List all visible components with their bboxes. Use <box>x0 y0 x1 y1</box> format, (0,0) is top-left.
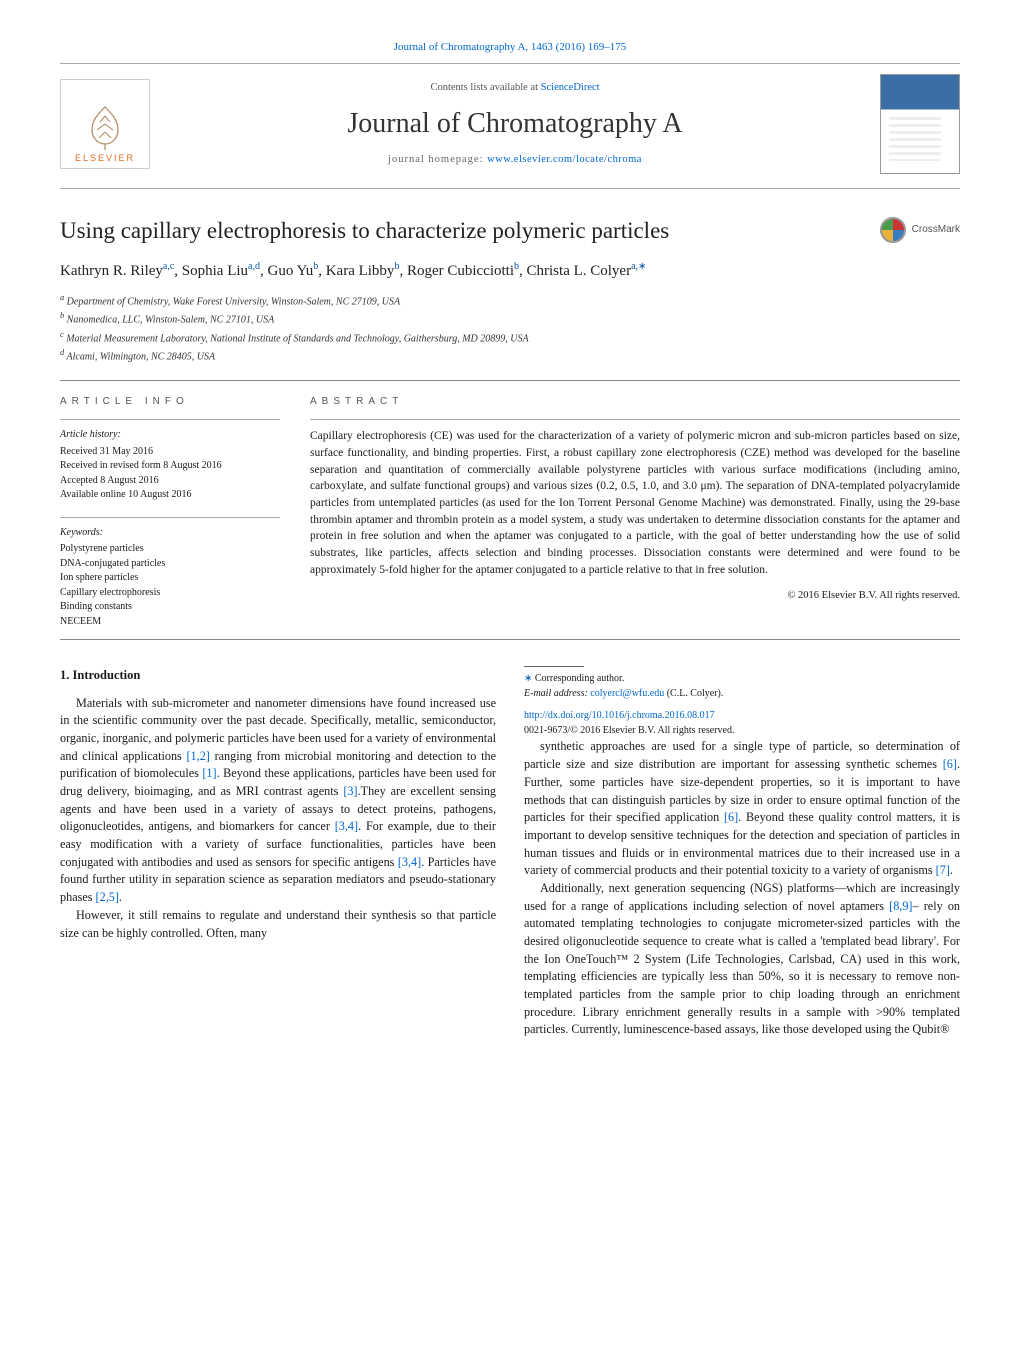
journal-cover-thumbnail <box>880 74 960 174</box>
footnote-block: ∗ Corresponding author. E-mail address: … <box>524 666 960 738</box>
email-name: (C.L. Colyer). <box>667 688 724 699</box>
abstract-heading: abstract <box>310 395 960 409</box>
elsevier-logo-text: ELSEVIER <box>75 152 135 165</box>
keyword: DNA-conjugated particles <box>60 557 280 572</box>
affiliation-d: d Alcami, Wilmington, NC 28405, USA <box>60 347 960 364</box>
body-paragraph: Materials with sub-micrometer and nanome… <box>60 695 496 907</box>
elsevier-tree-icon <box>80 102 130 152</box>
sciencedirect-link[interactable]: ScienceDirect <box>541 82 600 93</box>
contents-line: Contents lists available at ScienceDirec… <box>164 81 866 96</box>
author-list: Kathryn R. Rileya,c, Sophia Liua,d, Guo … <box>60 260 960 282</box>
header-center: Contents lists available at ScienceDirec… <box>164 81 866 168</box>
affiliation-b: b Nanomedica, LLC, Winston-Salem, NC 271… <box>60 310 960 327</box>
body-paragraph: Additionally, next generation sequencing… <box>524 880 960 1039</box>
corr-label: Corresponding author. <box>535 673 624 684</box>
rh-citation: , 1463 (2016) 169–175 <box>525 41 626 53</box>
keywords: Keywords: Polystyrene particles DNA-conj… <box>60 526 280 630</box>
paper-title: Using capillary electrophoresis to chara… <box>60 217 868 246</box>
doi-link[interactable]: http://dx.doi.org/10.1016/j.chroma.2016.… <box>524 710 715 721</box>
corresponding-author: ∗ Corresponding author. <box>524 672 960 687</box>
email-link[interactable]: colyercl@wfu.edu <box>590 688 664 699</box>
body-columns: 1. Introduction Materials with sub-micro… <box>60 666 960 1115</box>
article-info-heading: article info <box>60 395 280 409</box>
issn-line: 0021-9673/© 2016 Elsevier B.V. All right… <box>524 725 734 736</box>
history-item: Received 31 May 2016 <box>60 445 280 460</box>
crossmark-label: CrossMark <box>912 223 960 237</box>
crossmark-icon <box>880 217 906 243</box>
divider <box>310 419 960 420</box>
affiliations: a Department of Chemistry, Wake Forest U… <box>60 292 960 364</box>
corresponding-email: E-mail address: colyercl@wfu.edu (C.L. C… <box>524 687 960 702</box>
title-row: Using capillary electrophoresis to chara… <box>60 217 960 246</box>
keyword: Capillary electrophoresis <box>60 586 280 601</box>
elsevier-logo: ELSEVIER <box>60 79 150 169</box>
body-paragraph: However, it still remains to regulate an… <box>60 907 496 942</box>
keyword: Polystyrene particles <box>60 542 280 557</box>
abstract-text: Capillary electrophoresis (CE) was used … <box>310 428 960 578</box>
journal-name: Journal of Chromatography A <box>164 104 866 143</box>
footnote-rule <box>524 666 584 667</box>
email-label: E-mail address: <box>524 688 588 699</box>
divider <box>60 419 280 420</box>
affiliation-b-text: Nanomedica, LLC, Winston-Salem, NC 27101… <box>67 315 275 326</box>
affiliation-a-text: Department of Chemistry, Wake Forest Uni… <box>67 296 400 307</box>
keyword: Binding constants <box>60 600 280 615</box>
article-info: article info Article history: Received 3… <box>60 395 280 629</box>
keywords-heading: Keywords: <box>60 526 280 541</box>
keyword: NECEEM <box>60 615 280 630</box>
keyword: Ion sphere particles <box>60 571 280 586</box>
rh-journal: Journal of Chromatography A <box>394 41 526 53</box>
affiliation-d-text: Alcami, Wilmington, NC 28405, USA <box>67 351 216 362</box>
journal-header: ELSEVIER Contents lists available at Sci… <box>60 63 960 189</box>
doi-block: http://dx.doi.org/10.1016/j.chroma.2016.… <box>524 709 960 738</box>
affiliation-c-text: Material Measurement Laboratory, Nationa… <box>66 333 528 344</box>
body-paragraph: synthetic approaches are used for a sing… <box>524 738 960 880</box>
homepage-label: journal homepage: <box>388 154 487 165</box>
article-history: Article history: Received 31 May 2016 Re… <box>60 428 280 503</box>
section-heading-intro: 1. Introduction <box>60 666 496 684</box>
homepage-link[interactable]: www.elsevier.com/locate/chroma <box>487 154 642 165</box>
history-item: Received in revised form 8 August 2016 <box>60 459 280 474</box>
homepage-line: journal homepage: www.elsevier.com/locat… <box>164 153 866 168</box>
history-item: Available online 10 August 2016 <box>60 488 280 503</box>
running-header-link[interactable]: Journal of Chromatography A, 1463 (2016)… <box>394 41 627 53</box>
crossmark-badge[interactable]: CrossMark <box>880 217 960 243</box>
running-header: Journal of Chromatography A, 1463 (2016)… <box>60 40 960 55</box>
divider <box>60 639 960 640</box>
affiliation-a: a Department of Chemistry, Wake Forest U… <box>60 292 960 309</box>
divider <box>60 517 280 518</box>
abstract-copyright: © 2016 Elsevier B.V. All rights reserved… <box>310 589 960 604</box>
info-abstract-row: article info Article history: Received 3… <box>60 395 960 629</box>
divider <box>60 380 960 381</box>
contents-prefix: Contents lists available at <box>430 82 540 93</box>
affiliation-c: c Material Measurement Laboratory, Natio… <box>60 329 960 346</box>
history-item: Accepted 8 August 2016 <box>60 474 280 489</box>
history-heading: Article history: <box>60 428 280 443</box>
abstract: abstract Capillary electrophoresis (CE) … <box>310 395 960 629</box>
